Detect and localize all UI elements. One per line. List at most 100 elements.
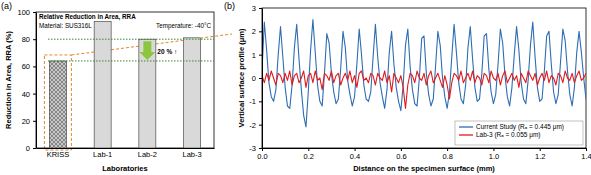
tick-mark — [259, 31, 262, 32]
tick-label: Lab-3 — [182, 150, 201, 159]
tick-label: 3 — [252, 4, 256, 13]
reference-line — [48, 39, 214, 40]
tick-label: 1.2 — [535, 152, 545, 161]
tick-mark — [33, 148, 36, 149]
tick-label: 1 — [252, 51, 256, 60]
plot-area — [48, 22, 214, 148]
annotation: Relative Reduction in Area, RRA — [39, 13, 136, 21]
tick: Lab-1 — [93, 150, 112, 159]
annotation: Material: SUS316L — [39, 22, 92, 29]
tick: 0.4 — [350, 148, 360, 161]
tick-mark — [33, 12, 36, 13]
y-axis: 0 20 40 60 80 100 — [17, 8, 36, 153]
axis-line — [37, 148, 215, 149]
tick-mark — [259, 55, 262, 56]
tick-mark — [401, 148, 402, 151]
plot-frame — [36, 12, 214, 148]
figure: 20 % ↑ Relative Reduction in Area, RRAMat… — [0, 0, 591, 175]
y-axis-title: Reduction in Area, RRA (%) — [4, 31, 13, 129]
tick: Lab-3 — [182, 150, 201, 159]
legend-swatch — [459, 134, 473, 135]
reference-line — [48, 60, 214, 61]
series-line — [262, 71, 586, 108]
legend-box — [455, 121, 583, 145]
legend-label: Lab-3 (Rₐ = 0.055 μm) — [476, 131, 541, 139]
x-axis: 0.00.20.40.60.81.01.21.4 — [257, 148, 591, 161]
tick-mark — [259, 8, 262, 9]
legend-label: Current Study (Rₐ = 0.445 μm) — [476, 123, 564, 131]
tick: 80 — [22, 35, 36, 44]
tick: 3 — [252, 4, 262, 13]
y-axis: -3 -2 -1 0 1 2 3 — [249, 4, 262, 153]
panel-title: (a) — [1, 1, 12, 11]
panel-line: 0.00.20.40.60.81.01.21.4-3-2-10123Vertic… — [224, 1, 591, 173]
tick-label: 0 — [252, 74, 256, 83]
tick-label: KRISS — [47, 150, 70, 159]
tick: 0 — [26, 144, 36, 153]
tick: 0 — [252, 74, 262, 83]
tick-label: 60 — [22, 62, 30, 71]
tick: 40 — [22, 90, 36, 99]
tick-label: 40 — [22, 90, 30, 99]
tick-mark — [493, 148, 494, 151]
plot-area — [262, 20, 586, 127]
tick: 1 — [252, 51, 262, 60]
annotation: Temperature: -40°C — [156, 22, 211, 30]
tick-mark — [33, 39, 36, 40]
tick: 20 — [22, 117, 36, 126]
tick-label: -2 — [249, 121, 256, 130]
tick: 2 — [252, 27, 262, 36]
axis-line — [263, 148, 587, 149]
tick-label: Lab-1 — [93, 150, 112, 159]
panel-bar: 20 % ↑ Relative Reduction in Area, RRAMat… — [1, 1, 232, 173]
tick-label: 0.4 — [350, 152, 360, 161]
tick-label: 2 — [252, 27, 256, 36]
tick-label: 20 — [22, 117, 30, 126]
legend: Current Study (Rₐ = 0.445 μm)Lab-3 (Rₐ =… — [455, 121, 583, 145]
tick: 1.2 — [535, 148, 545, 161]
legend-swatch — [459, 126, 473, 127]
tick-mark — [447, 148, 448, 151]
bar — [94, 22, 111, 148]
series-line — [262, 20, 586, 127]
tick-label: 100 — [17, 8, 30, 17]
tick-label: 1.0 — [489, 152, 499, 161]
tick: KRISS — [47, 150, 70, 159]
tick: Lab-2 — [138, 150, 157, 159]
tick-label: 0.2 — [304, 152, 314, 161]
tick-label: 0.8 — [442, 152, 452, 161]
tick: 60 — [22, 62, 36, 71]
tick: 0.8 — [442, 148, 452, 161]
arrow — [139, 41, 155, 60]
tick-label: 0.6 — [396, 152, 406, 161]
zoom-box — [44, 55, 71, 150]
bar — [184, 38, 201, 148]
tick: 0.6 — [396, 148, 406, 161]
tick: 100 — [17, 8, 36, 17]
tick-mark — [586, 148, 587, 151]
bar — [139, 39, 156, 148]
axis-line — [262, 9, 263, 149]
tick: 1.4 — [581, 148, 591, 161]
tick: 0.2 — [304, 148, 314, 161]
bar — [49, 61, 66, 148]
change-label: 20 % ↑ — [157, 48, 177, 55]
tick-mark — [308, 148, 309, 151]
tick-mark — [33, 66, 36, 67]
axis-line — [36, 13, 37, 149]
tick-label: Lab-2 — [138, 150, 157, 159]
tick: 1.0 — [489, 148, 499, 161]
y-axis-title: Vertical surface profile (μm) — [237, 28, 246, 127]
tick-mark — [33, 121, 36, 122]
x-axis: KRISS Lab-1 Lab-2 Lab-3 — [37, 149, 215, 160]
tick-label: -1 — [249, 97, 256, 106]
x-axis-title: Laboratories — [102, 164, 147, 173]
tick: -2 — [249, 121, 262, 130]
tick: -1 — [249, 97, 262, 106]
tick-mark — [259, 101, 262, 102]
tick-label: 80 — [22, 35, 30, 44]
tick-label: -3 — [249, 144, 256, 153]
tick-mark — [540, 148, 541, 151]
tick-mark — [259, 78, 262, 79]
tick-mark — [259, 125, 262, 126]
